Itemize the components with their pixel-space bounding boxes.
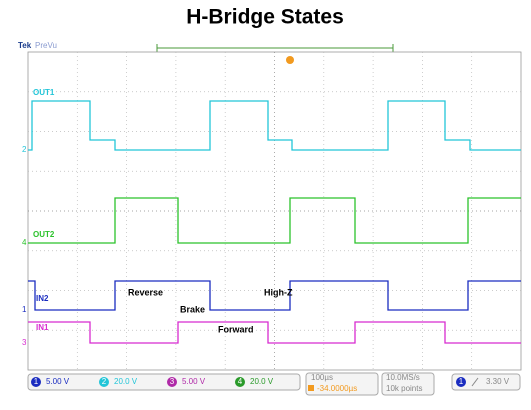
trace-out2 bbox=[28, 197, 521, 244]
trace-label: IN1 bbox=[36, 323, 49, 332]
timebase: 100µs bbox=[311, 373, 333, 382]
timebase-panel bbox=[305, 372, 379, 396]
trigger-source: 1 bbox=[459, 377, 464, 386]
channel-badge bbox=[31, 377, 41, 387]
channel-badge bbox=[167, 377, 177, 387]
trigger-marker bbox=[286, 56, 294, 64]
record-length: 10k points bbox=[386, 384, 422, 393]
delay: -34.0000µs bbox=[317, 384, 357, 393]
ground-marker: 3 bbox=[22, 338, 27, 347]
sample-rate: 10.0MS/s bbox=[386, 373, 420, 382]
channel-scale: 5.00 V bbox=[46, 377, 70, 386]
brand: Tek bbox=[18, 41, 32, 50]
status-bar: 1 5.00 V 2 20.0 V 3 5.00 V 4 20.0 V 100µ… bbox=[27, 372, 521, 396]
trace-label: IN2 bbox=[36, 294, 49, 303]
annotation: Reverse bbox=[128, 287, 163, 297]
channel-number: 2 bbox=[102, 377, 107, 386]
annotation: Brake bbox=[180, 304, 205, 314]
channel-number: 3 bbox=[170, 377, 175, 386]
trigger-badge bbox=[456, 377, 466, 387]
trace-in2 bbox=[28, 280, 521, 311]
channel-scale: 20.0 V bbox=[114, 377, 138, 386]
ground-marker: 2 bbox=[22, 145, 27, 154]
mode: PreVu bbox=[35, 41, 57, 50]
trace-in1 bbox=[28, 321, 521, 344]
trace-label: OUT2 bbox=[33, 230, 55, 239]
trigger-level: 3.30 V bbox=[486, 377, 510, 386]
ground-marker: 1 bbox=[22, 305, 27, 314]
delay-icon bbox=[308, 385, 314, 391]
screen-border bbox=[27, 51, 522, 371]
channel-number: 4 bbox=[238, 377, 243, 386]
channel-scale: 5.00 V bbox=[182, 377, 206, 386]
channel-badge bbox=[235, 377, 245, 387]
trigger-panel bbox=[451, 373, 521, 391]
channel-panel bbox=[27, 373, 301, 391]
channel-scale: 20.0 V bbox=[250, 377, 274, 386]
ground-marker: 4 bbox=[22, 238, 27, 247]
annotation: Forward bbox=[218, 324, 254, 334]
title: H-Bridge States bbox=[186, 6, 344, 29]
trace-out1 bbox=[28, 100, 521, 151]
channel-number: 1 bbox=[34, 377, 39, 386]
trigger-slope bbox=[471, 377, 479, 387]
channel-badge bbox=[99, 377, 109, 387]
annotation: High-Z bbox=[264, 287, 293, 297]
grid bbox=[28, 52, 521, 370]
acquisition-panel bbox=[381, 372, 435, 396]
trace-label: OUT1 bbox=[33, 88, 55, 97]
